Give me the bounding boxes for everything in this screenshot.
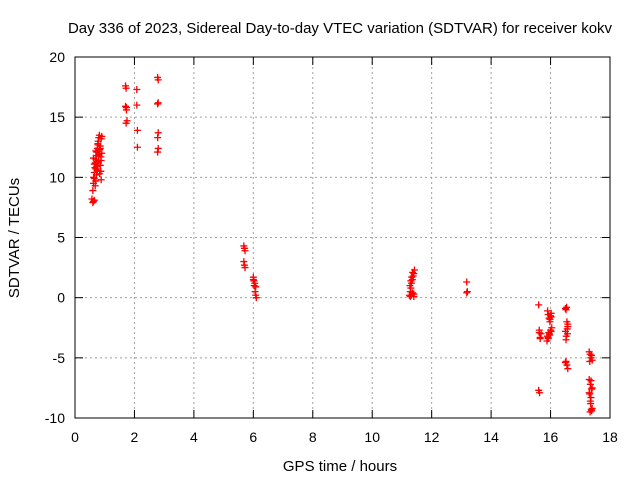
axis-ticks (74, 56, 611, 419)
data-point (587, 400, 595, 408)
data-point (154, 148, 162, 156)
data-point (90, 196, 98, 204)
data-point (409, 289, 417, 297)
x-tick-label: 2 (131, 429, 139, 445)
data-point (544, 335, 552, 343)
data-point (564, 365, 572, 373)
data-point (585, 389, 593, 397)
data-point (585, 375, 593, 383)
data-point (535, 301, 543, 309)
data-points (88, 73, 596, 416)
data-point (586, 357, 594, 365)
data-point (241, 247, 249, 255)
data-point (562, 336, 570, 344)
data-point (89, 154, 97, 162)
data-point (588, 351, 596, 359)
x-tick-label: 16 (543, 429, 559, 445)
data-point (92, 171, 100, 179)
data-point (408, 273, 416, 281)
data-point (133, 85, 141, 93)
data-point (406, 282, 414, 290)
data-point (122, 102, 130, 110)
data-point (97, 176, 105, 184)
data-point (92, 147, 100, 155)
data-point (92, 165, 100, 173)
data-point (98, 149, 106, 157)
y-tick-label: 15 (49, 109, 65, 125)
y-axis-label: SDTVAR / TECUs (6, 178, 23, 298)
data-point (122, 119, 130, 127)
y-tick-label: -5 (53, 350, 66, 366)
data-point (535, 329, 543, 337)
chart-title: Day 336 of 2023, Sidereal Day-to-day VTE… (68, 20, 613, 37)
y-tick-labels: -10 -5 0 5 10 15 20 (45, 49, 65, 426)
x-tick-label: 18 (602, 429, 618, 445)
y-tick-label: 5 (57, 230, 65, 246)
data-point (537, 330, 545, 338)
data-point (463, 278, 471, 286)
data-point (89, 197, 97, 205)
data-point (563, 303, 571, 311)
data-point (410, 292, 418, 300)
data-point (536, 389, 544, 397)
data-point (546, 331, 554, 339)
data-point (588, 407, 596, 415)
data-point (547, 313, 555, 321)
data-point (250, 282, 258, 290)
y-tick-label: -10 (45, 410, 65, 426)
data-point (563, 325, 571, 333)
data-point (241, 264, 249, 272)
data-point (252, 294, 260, 302)
data-point (90, 175, 98, 183)
data-point (89, 187, 97, 195)
data-point (409, 268, 417, 276)
data-point (122, 106, 130, 114)
data-point (133, 101, 141, 109)
data-point (561, 359, 569, 367)
data-point (154, 99, 162, 107)
data-point (133, 126, 141, 134)
data-point (133, 143, 141, 151)
x-tick-labels: 0 2 4 6 8 10 12 14 16 18 (71, 429, 618, 445)
data-point (94, 140, 102, 148)
x-tick-label: 6 (249, 429, 257, 445)
data-point (122, 84, 130, 92)
x-tick-label: 14 (483, 429, 499, 445)
x-tick-label: 0 (71, 429, 79, 445)
x-axis-label: GPS time / hours (283, 458, 397, 475)
data-point (96, 144, 104, 152)
data-point (93, 161, 101, 169)
x-tick-label: 10 (364, 429, 380, 445)
data-point (586, 350, 594, 358)
data-point (154, 76, 162, 84)
data-point (588, 384, 596, 392)
data-point (98, 132, 106, 140)
y-tick-label: 10 (49, 169, 65, 185)
data-point (587, 377, 595, 385)
data-point (407, 277, 415, 285)
grid (75, 57, 610, 418)
data-point (96, 170, 104, 178)
data-point (463, 289, 471, 297)
x-tick-label: 8 (309, 429, 317, 445)
data-point (547, 327, 555, 335)
x-tick-label: 4 (190, 429, 198, 445)
x-tick-label: 12 (424, 429, 440, 445)
y-tick-label: 20 (49, 49, 65, 65)
data-point (536, 335, 544, 343)
y-tick-label: 0 (57, 290, 65, 306)
data-point (249, 276, 257, 284)
data-point (154, 134, 162, 142)
data-point (97, 156, 105, 164)
